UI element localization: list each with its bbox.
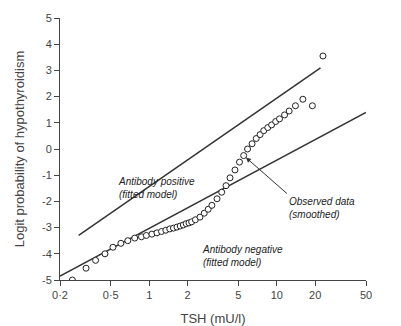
svg-text:-4: -4 bbox=[42, 248, 52, 260]
svg-text:4: 4 bbox=[46, 38, 52, 50]
svg-text:2: 2 bbox=[185, 289, 191, 301]
svg-text:3: 3 bbox=[46, 64, 52, 76]
svg-text:0·2: 0·2 bbox=[52, 289, 68, 301]
svg-text:-2: -2 bbox=[42, 195, 52, 207]
svg-text:Logit probability of hypothyro: Logit probability of hypothyroidism bbox=[12, 51, 27, 248]
svg-text:5: 5 bbox=[46, 12, 52, 24]
svg-text:Antibody negative(fitted model: Antibody negative(fitted model) bbox=[202, 244, 283, 268]
svg-text:Antibody positive(fitted model: Antibody positive(fitted model) bbox=[118, 176, 195, 200]
svg-text:0·5: 0·5 bbox=[103, 289, 119, 301]
svg-text:TSH (mU/l): TSH (mU/l) bbox=[181, 311, 246, 326]
svg-text:-1: -1 bbox=[42, 169, 52, 181]
svg-text:50: 50 bbox=[360, 289, 372, 301]
svg-text:1: 1 bbox=[46, 117, 52, 129]
svg-text:-5: -5 bbox=[42, 274, 52, 286]
svg-text:10: 10 bbox=[271, 289, 283, 301]
svg-text:-3: -3 bbox=[42, 221, 52, 233]
svg-text:Observed data(smoothed): Observed data(smoothed) bbox=[289, 196, 355, 220]
svg-text:5: 5 bbox=[235, 289, 241, 301]
svg-text:0: 0 bbox=[46, 143, 52, 155]
svg-text:1: 1 bbox=[146, 289, 152, 301]
svg-text:20: 20 bbox=[309, 289, 321, 301]
svg-text:2: 2 bbox=[46, 90, 52, 102]
